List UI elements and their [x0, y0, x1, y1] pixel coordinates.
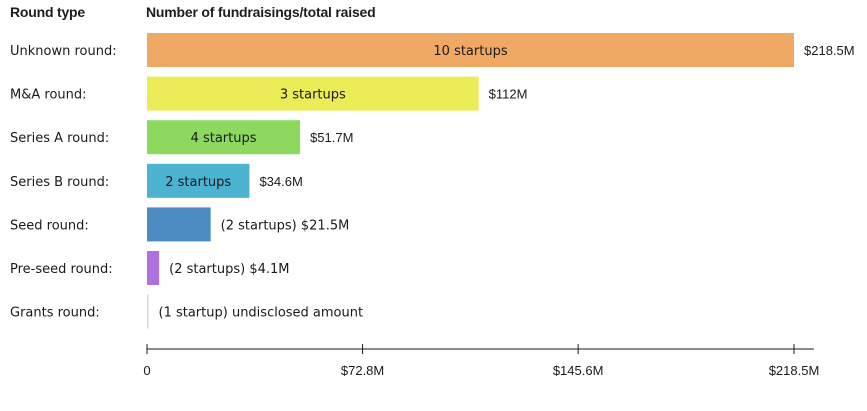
bar: [147, 294, 149, 329]
bar: [147, 120, 301, 155]
bar: [147, 163, 250, 198]
x-tick-label: 0: [143, 363, 150, 378]
x-tick-label: $218.5M: [769, 363, 820, 378]
category-axis-title: Round type: [10, 4, 85, 20]
bar: [147, 207, 211, 242]
x-tick-label: $72.8M: [341, 363, 384, 378]
category-label: Series B round:: [10, 175, 109, 190]
category-label: Seed round:: [10, 218, 89, 233]
bar-value-label: $34.6M: [259, 174, 302, 189]
x-tick-label: $145.6M: [553, 363, 604, 378]
bar-value-label: $51.7M: [310, 130, 353, 145]
bar: [147, 33, 794, 67]
bar-value-label: $112M: [489, 87, 528, 102]
bar-count-label: 2 startups: [165, 175, 231, 190]
bar-value-label: $218.5M: [804, 43, 855, 58]
bar-count-label: 3 startups: [280, 88, 346, 103]
category-label: Unknown round:: [10, 44, 117, 59]
bar-count-label: 10 startups: [433, 44, 507, 59]
bar-count-label: 4 startups: [191, 131, 257, 146]
value-axis-title: Number of fundraisings/total raised: [146, 4, 376, 20]
category-label: Grants round:: [10, 306, 100, 321]
category-label: M&A round:: [10, 88, 87, 103]
bar: [147, 251, 160, 285]
category-label: Pre-seed round:: [10, 262, 113, 277]
bar-value-label: (2 startups) $21.5M: [221, 218, 350, 233]
category-label: Series A round:: [10, 131, 109, 146]
bar: [147, 76, 479, 111]
bar-value-label: (1 startup) undisclosed amount: [159, 306, 364, 321]
bar-value-label: (2 startups) $4.1M: [169, 262, 289, 277]
